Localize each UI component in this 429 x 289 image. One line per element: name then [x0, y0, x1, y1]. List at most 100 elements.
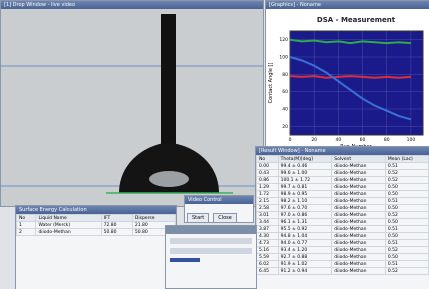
result-table: NoTheta(M)[deg]SolventMean (Lac)0.0099.4…	[256, 155, 429, 275]
cell: diiodo-Methan	[332, 233, 386, 240]
window-title: [Graphics] - Noname	[266, 1, 429, 9]
x-tick-label: 20	[311, 137, 317, 143]
x-tick-label: 0	[289, 137, 292, 143]
column-header: Liquid Name	[36, 215, 101, 222]
button-row: StartCloseSave	[185, 204, 253, 223]
column-header: IFT	[101, 215, 132, 222]
cell: 0.51	[385, 240, 428, 247]
cell: diiodo-Methan	[332, 247, 386, 254]
cell: 95.5 ± 0.92	[278, 226, 332, 233]
cell: 2.15	[257, 198, 279, 205]
cell: diiodo-Methan	[332, 212, 386, 219]
plot-area	[290, 31, 423, 135]
table-row: 6.0291.9 ± 1.02diiodo-Methan0.51	[257, 261, 429, 268]
cell: 0.43	[257, 170, 279, 177]
cell: 72.80	[101, 222, 132, 229]
cell: diiodo-Methan	[332, 226, 386, 233]
y-tick-label: 40	[282, 107, 288, 113]
cell: 94.8 ± 1.04	[278, 233, 332, 240]
cell: 0.52	[385, 170, 428, 177]
cell: 0.52	[385, 268, 428, 275]
header-row: NoLiquid NameIFTDisperse	[17, 215, 176, 222]
window-title: [1] Drop Window - live video	[1, 1, 263, 9]
cell: 0.52	[385, 212, 428, 219]
cell: 6.45	[257, 268, 279, 275]
field	[170, 238, 252, 244]
y-tick-label: 80	[282, 72, 288, 78]
window-title: Video Control	[185, 196, 253, 204]
chart-title: DSA - Measurement	[317, 16, 396, 24]
cell: 5.16	[257, 247, 279, 254]
cell: 1	[17, 222, 36, 229]
table-row: 1.7298.9 ± 0.95diiodo-Methan0.50	[257, 191, 429, 198]
column-header: Mean (Lac)	[385, 156, 428, 163]
cell: diiodo-Methan	[332, 219, 386, 226]
cell: 94.0 ± 0.77	[278, 240, 332, 247]
cell: 0.50	[385, 205, 428, 212]
table-row: 2.1598.2 ± 1.10diiodo-Methan0.51	[257, 198, 429, 205]
cell: diiodo-Methan	[332, 240, 386, 247]
cell: 1.72	[257, 191, 279, 198]
button[interactable]: Start	[187, 213, 209, 223]
cell: diiodo-Methan	[332, 254, 386, 261]
y-axis-label: Contact Angle []	[268, 63, 274, 104]
image-window: [1] Drop Window - live video	[0, 0, 264, 207]
cell: 5.59	[257, 254, 279, 261]
x-tick-label: 80	[384, 137, 390, 143]
y-tick-label: 20	[282, 124, 288, 130]
cell: 0.86	[257, 177, 279, 184]
cell: 92.7 ± 0.88	[278, 254, 332, 261]
cell: 0.52	[385, 247, 428, 254]
cell: 96.1 ± 1.31	[278, 219, 332, 226]
cell: 3.01	[257, 212, 279, 219]
cell: 0.50	[385, 233, 428, 240]
column-header: Solvent	[332, 156, 386, 163]
cell: 0.51	[385, 261, 428, 268]
y-tick-label: 120	[279, 37, 288, 43]
cell: diiodo-Methan	[332, 170, 386, 177]
cell: 99.4 ± 0.46	[278, 163, 332, 170]
cell: 4.30	[257, 233, 279, 240]
cell: 3.87	[257, 226, 279, 233]
column-header: No	[17, 215, 36, 222]
slider	[170, 258, 200, 262]
cell: diiodo-Methan	[332, 268, 386, 275]
window-title: [Result Window] - Noname	[256, 147, 429, 155]
cell: 0.52	[385, 177, 428, 184]
window-bar	[166, 226, 256, 234]
cell: 0.00	[257, 163, 279, 170]
column-header: No	[257, 156, 279, 163]
cell: 3.44	[257, 219, 279, 226]
cell: 0.51	[385, 198, 428, 205]
cell: 97.0 ± 0.86	[278, 212, 332, 219]
x-tick-label: 100	[407, 137, 416, 143]
field	[170, 248, 252, 254]
cell: 50.80	[101, 229, 132, 236]
cell: 0.50	[385, 254, 428, 261]
cell: 99.7 ± 0.81	[278, 184, 332, 191]
cell: 2.58	[257, 205, 279, 212]
cell: diiodo-Methan	[332, 205, 386, 212]
cell: 99.6 ± 1.00	[278, 170, 332, 177]
y-tick-label: 100	[279, 55, 288, 61]
table-row: 0.0099.4 ± 0.46diiodo-Methan0.51	[257, 163, 429, 170]
cell: diiodo-Methan	[332, 177, 386, 184]
button[interactable]: Close	[213, 213, 237, 223]
cell: 98.9 ± 0.95	[278, 191, 332, 198]
